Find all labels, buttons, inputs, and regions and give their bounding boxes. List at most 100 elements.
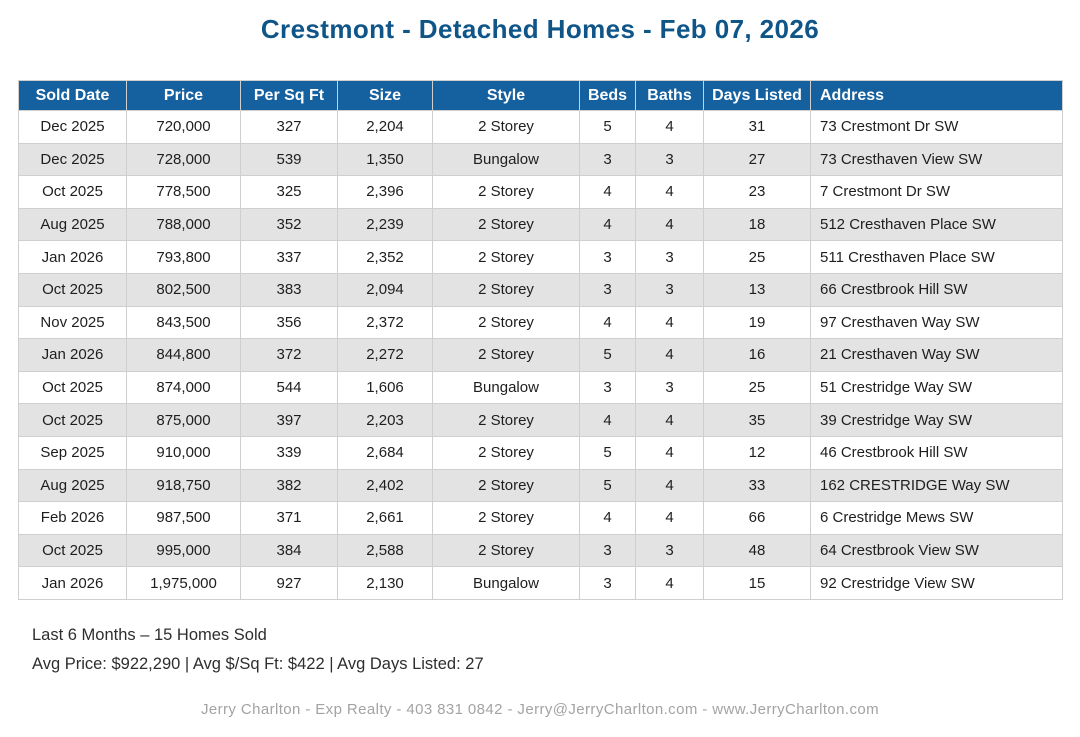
cell-style: Bungalow (432, 370, 580, 405)
cell-size: 2,684 (337, 435, 433, 470)
cell-per-sq-ft: 352 (240, 207, 338, 242)
cell-style: 2 Storey (432, 305, 580, 340)
cell-sold-date: Aug 2025 (18, 207, 127, 242)
cell-style: 2 Storey (432, 175, 580, 209)
table-body: Dec 2025 720,000 327 2,204 2 Storey 5 4 31 73 Cr… (18, 110, 1063, 600)
cell-address: 21 Cresthaven Way SW (810, 338, 1063, 372)
column-header-size: Size (337, 80, 433, 111)
cell-per-sq-ft: 327 (240, 110, 338, 144)
cell-per-sq-ft: 339 (240, 435, 338, 470)
column-header-style: Style (432, 80, 580, 111)
cell-per-sq-ft: 544 (240, 370, 338, 405)
cell-size: 2,094 (337, 272, 433, 307)
cell-price: 843,500 (126, 305, 241, 340)
cell-per-sq-ft: 382 (240, 468, 338, 503)
cell-sold-date: Oct 2025 (18, 403, 127, 437)
cell-size: 2,396 (337, 175, 433, 209)
cell-sold-date: Oct 2025 (18, 175, 127, 209)
cell-style: 2 Storey (432, 533, 580, 568)
cell-price: 910,000 (126, 435, 241, 470)
cell-per-sq-ft: 383 (240, 272, 338, 307)
cell-sold-date: Sep 2025 (18, 435, 127, 470)
table-row: Jan 2026 844,800 372 2,272 2 Storey 5 4 16 21 Cr… (18, 338, 1063, 372)
sold-listings-table: Sold Date Price Per Sq Ft Size Style Beds Bath… (18, 80, 1063, 600)
cell-size: 2,372 (337, 305, 433, 340)
cell-beds: 4 (579, 403, 636, 437)
cell-baths: 4 (635, 175, 704, 209)
cell-beds: 3 (579, 272, 636, 307)
cell-address: 511 Cresthaven Place SW (810, 240, 1063, 274)
cell-days-listed: 15 (703, 566, 811, 600)
column-header-baths: Baths (635, 80, 704, 111)
table-row: Aug 2025 788,000 352 2,239 2 Storey 4 4 18 512 C… (18, 207, 1063, 242)
cell-beds: 4 (579, 207, 636, 242)
cell-baths: 4 (635, 435, 704, 470)
cell-per-sq-ft: 325 (240, 175, 338, 209)
cell-baths: 4 (635, 207, 704, 242)
cell-sold-date: Jan 2026 (18, 566, 127, 600)
cell-days-listed: 16 (703, 338, 811, 372)
cell-style: 2 Storey (432, 435, 580, 470)
table-row: Dec 2025 720,000 327 2,204 2 Storey 5 4 31 73 Cr… (18, 110, 1063, 144)
cell-days-listed: 25 (703, 240, 811, 274)
cell-sold-date: Oct 2025 (18, 370, 127, 405)
cell-sold-date: Nov 2025 (18, 305, 127, 340)
cell-baths: 4 (635, 501, 704, 535)
cell-baths: 4 (635, 110, 704, 144)
cell-per-sq-ft: 384 (240, 533, 338, 568)
cell-beds: 3 (579, 240, 636, 274)
cell-size: 2,661 (337, 501, 433, 535)
table-row: Feb 2026 987,500 371 2,661 2 Storey 4 4 66 6 Cre… (18, 501, 1063, 535)
cell-baths: 3 (635, 272, 704, 307)
cell-address: 73 Cresthaven View SW (810, 142, 1063, 177)
table-row: Dec 2025 728,000 539 1,350 Bungalow 3 3 27 73 Cr… (18, 142, 1063, 177)
cell-style: 2 Storey (432, 240, 580, 274)
cell-days-listed: 66 (703, 501, 811, 535)
cell-style: 2 Storey (432, 468, 580, 503)
cell-beds: 3 (579, 370, 636, 405)
cell-size: 2,239 (337, 207, 433, 242)
cell-style: 2 Storey (432, 110, 580, 144)
cell-days-listed: 18 (703, 207, 811, 242)
cell-baths: 3 (635, 240, 704, 274)
cell-size: 2,204 (337, 110, 433, 144)
cell-beds: 3 (579, 142, 636, 177)
cell-per-sq-ft: 371 (240, 501, 338, 535)
table-row: Oct 2025 995,000 384 2,588 2 Storey 3 3 48 64 Cr… (18, 533, 1063, 568)
cell-size: 2,203 (337, 403, 433, 437)
cell-address: 92 Crestridge View SW (810, 566, 1063, 600)
cell-sold-date: Jan 2026 (18, 240, 127, 274)
cell-address: 51 Crestridge Way SW (810, 370, 1063, 405)
cell-address: 162 CRESTRIDGE Way SW (810, 468, 1063, 503)
cell-baths: 3 (635, 533, 704, 568)
cell-price: 728,000 (126, 142, 241, 177)
cell-price: 844,800 (126, 338, 241, 372)
cell-address: 46 Crestbrook Hill SW (810, 435, 1063, 470)
cell-price: 875,000 (126, 403, 241, 437)
cell-beds: 3 (579, 533, 636, 568)
cell-days-listed: 31 (703, 110, 811, 144)
cell-baths: 4 (635, 468, 704, 503)
page-title: Crestmont - Detached Homes - Feb 07, 202… (260, 14, 820, 44)
cell-sold-date: Feb 2026 (18, 501, 127, 535)
cell-style: 2 Storey (432, 403, 580, 437)
cell-sold-date: Dec 2025 (18, 142, 127, 177)
cell-days-listed: 12 (703, 435, 811, 470)
cell-style: 2 Storey (432, 338, 580, 372)
cell-size: 2,588 (337, 533, 433, 568)
cell-size: 2,402 (337, 468, 433, 503)
cell-per-sq-ft: 356 (240, 305, 338, 340)
cell-style: Bungalow (432, 142, 580, 177)
cell-baths: 3 (635, 142, 704, 177)
cell-per-sq-ft: 337 (240, 240, 338, 274)
cell-baths: 3 (635, 370, 704, 405)
cell-beds: 4 (579, 175, 636, 209)
cell-price: 778,500 (126, 175, 241, 209)
cell-price: 1,975,000 (126, 566, 241, 600)
cell-sold-date: Aug 2025 (18, 468, 127, 503)
table-row: Jan 2026 793,800 337 2,352 2 Storey 3 3 25 511 C… (18, 240, 1063, 274)
column-header-sold-date: Sold Date (18, 80, 127, 111)
table-header-row: Sold Date Price Per Sq Ft Size Style Beds Bath… (18, 80, 1063, 111)
cell-sold-date: Jan 2026 (18, 338, 127, 372)
